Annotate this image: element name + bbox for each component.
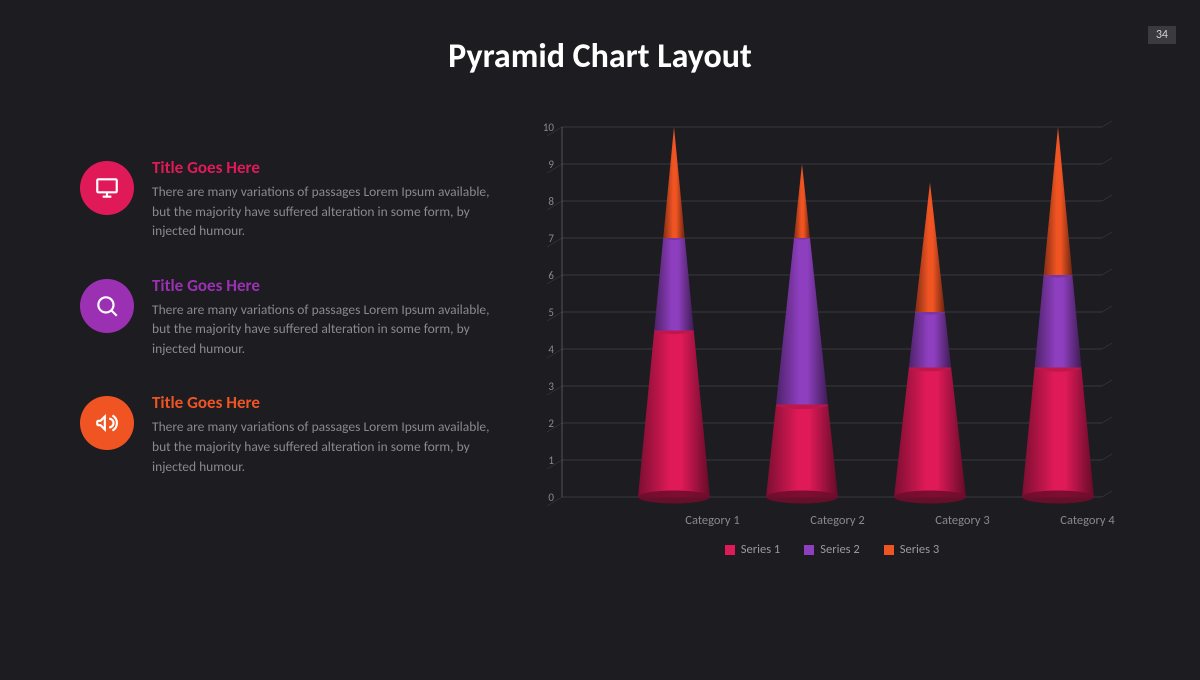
svg-text:1: 1 — [548, 454, 554, 467]
bullet-list: Title Goes Here There are many variation… — [80, 117, 494, 557]
category-label: Category 1 — [650, 513, 775, 528]
svg-text:6: 6 — [548, 269, 554, 282]
x-axis-labels: Category 1Category 2Category 3Category 4 — [610, 507, 1150, 528]
legend-item: Series 3 — [884, 542, 939, 557]
bullet-body: There are many variations of passages Lo… — [152, 300, 494, 359]
category-label: Category 3 — [900, 513, 1025, 528]
monitor-icon — [80, 161, 134, 215]
bullet-title: Title Goes Here — [152, 392, 494, 413]
chart-area: 012345678910 Category 1Category 2Categor… — [494, 117, 1150, 557]
bullet-item: Title Goes Here There are many variation… — [80, 275, 494, 359]
legend-item: Series 2 — [804, 542, 859, 557]
svg-text:8: 8 — [548, 195, 554, 208]
svg-text:9: 9 — [548, 158, 554, 171]
search-icon — [80, 279, 134, 333]
bullet-body: There are many variations of passages Lo… — [152, 182, 494, 241]
svg-text:5: 5 — [548, 306, 554, 319]
legend-item: Series 1 — [725, 542, 780, 557]
bullet-item: Title Goes Here There are many variation… — [80, 157, 494, 241]
bullet-title: Title Goes Here — [152, 275, 494, 296]
svg-text:10: 10 — [543, 121, 555, 134]
svg-text:7: 7 — [548, 232, 554, 245]
chart-legend: Series 1 Series 2 Series 3 — [514, 542, 1150, 557]
bullet-body: There are many variations of passages Lo… — [152, 417, 494, 476]
megaphone-icon — [80, 396, 134, 450]
slide-title: Pyramid Chart Layout — [0, 0, 1200, 77]
legend-label: Series 1 — [741, 542, 780, 557]
slide-number-badge: 34 — [1148, 26, 1176, 44]
legend-label: Series 3 — [900, 542, 939, 557]
svg-text:0: 0 — [548, 491, 554, 504]
bullet-item: Title Goes Here There are many variation… — [80, 392, 494, 476]
category-label: Category 2 — [775, 513, 900, 528]
legend-label: Series 2 — [820, 542, 859, 557]
bullet-title: Title Goes Here — [152, 157, 494, 178]
svg-text:2: 2 — [548, 417, 554, 430]
category-label: Category 4 — [1025, 513, 1150, 528]
svg-text:4: 4 — [548, 343, 554, 356]
svg-text:3: 3 — [548, 380, 554, 393]
legend-swatch — [804, 545, 814, 555]
legend-swatch — [725, 545, 735, 555]
legend-swatch — [884, 545, 894, 555]
pyramid-chart: 0 1 2 3 4 5 6 7 8 9 10 — [514, 117, 1112, 507]
